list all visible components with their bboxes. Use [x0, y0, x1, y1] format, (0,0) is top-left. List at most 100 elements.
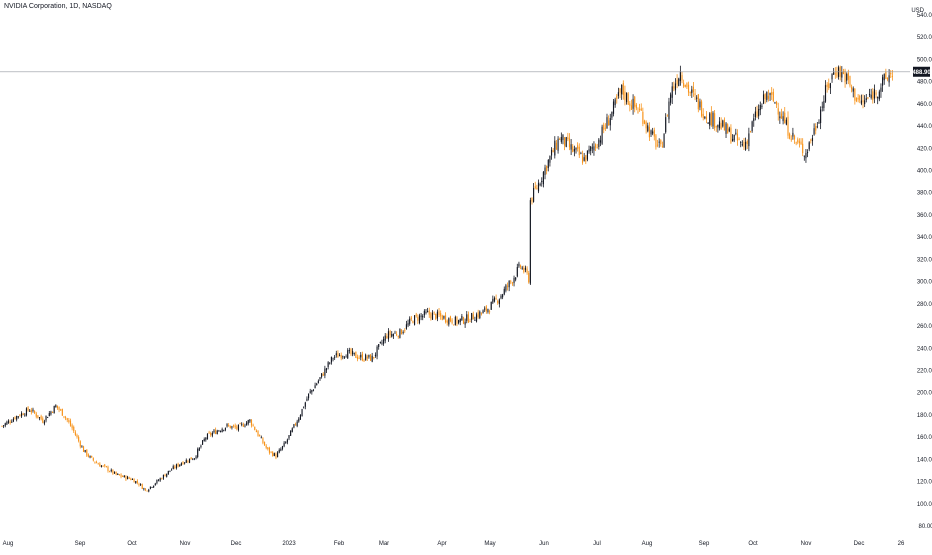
- candle-body: [162, 474, 165, 479]
- candle-body: [117, 473, 119, 475]
- candle-body: [714, 113, 716, 128]
- candle-body: [135, 481, 137, 484]
- candle-body: [407, 323, 409, 326]
- candle-body: [740, 142, 742, 144]
- symbol-title: NVIDIA Corporation, 1D, NASDAQ: [4, 3, 112, 10]
- candle-body: [818, 122, 820, 124]
- time-tick-label: Dec: [854, 541, 865, 547]
- candle-body: [621, 84, 623, 95]
- candle-body: [674, 83, 677, 91]
- candle-body: [242, 424, 244, 427]
- candle-body: [599, 140, 602, 143]
- candle-body: [475, 314, 478, 322]
- candle-body: [247, 420, 249, 424]
- candle-body: [676, 79, 678, 85]
- candle-body: [387, 331, 390, 340]
- candle-series: [1, 65, 893, 493]
- candle-body: [580, 153, 582, 155]
- candle-body: [391, 334, 393, 337]
- candle-body: [56, 405, 59, 408]
- candle-body: [802, 143, 804, 154]
- price-tick-label: 180.00: [917, 413, 932, 419]
- candle-body: [244, 425, 246, 427]
- candle-body: [663, 133, 665, 148]
- candle-body: [679, 71, 681, 82]
- price-tick-label: 280.00: [917, 302, 932, 308]
- candle-body: [99, 463, 101, 467]
- candle-body: [650, 130, 652, 135]
- candle-body: [193, 458, 195, 460]
- candle-body: [458, 320, 460, 324]
- candle-body: [528, 273, 530, 283]
- candle-body: [808, 142, 810, 150]
- candle-body: [878, 91, 880, 100]
- candle-body: [74, 432, 76, 435]
- candle-body: [197, 449, 199, 458]
- candle-body: [774, 102, 776, 104]
- candle-body: [115, 471, 117, 475]
- candle-body: [153, 485, 155, 488]
- candle-body: [48, 413, 50, 417]
- candle-body: [14, 417, 16, 420]
- candle-body: [368, 354, 370, 358]
- time-axis[interactable]: Aug Sep Oct Nov Dec 2023 Feb Mar Apr May Jun Jul Aug…: [3, 541, 905, 547]
- candle-body: [102, 465, 104, 467]
- candle-body: [803, 155, 805, 157]
- candle-body: [523, 267, 525, 273]
- candle-body: [733, 134, 735, 141]
- candle-body: [268, 447, 271, 453]
- candle-body: [107, 466, 109, 471]
- candle-body: [505, 285, 507, 291]
- candle-body: [394, 332, 396, 334]
- price-tick-label: 440.00: [917, 124, 932, 130]
- candle-body: [503, 288, 505, 295]
- candle-body: [428, 310, 430, 315]
- candle-body: [854, 88, 856, 101]
- candle-body: [216, 430, 218, 435]
- candle-body: [371, 355, 373, 362]
- currency-label[interactable]: USD: [911, 8, 924, 14]
- candle-body: [55, 405, 57, 408]
- candle-body: [381, 342, 383, 344]
- candle-body: [40, 416, 42, 420]
- candle-body: [612, 101, 615, 114]
- candle-body: [281, 446, 284, 449]
- candle-body: [771, 92, 773, 95]
- time-tick-label: Jun: [539, 541, 549, 547]
- candle-body: [482, 310, 484, 314]
- candle-body: [565, 137, 567, 147]
- candle-body: [694, 93, 696, 96]
- candle-body: [891, 75, 893, 77]
- candle-body: [51, 411, 54, 413]
- candle-body: [784, 112, 786, 124]
- candle-body: [422, 315, 424, 318]
- candle-body: [762, 94, 765, 104]
- candle-body: [484, 308, 486, 310]
- candle-body: [668, 101, 670, 120]
- candle-body: [373, 356, 375, 358]
- candle-body: [131, 478, 134, 480]
- candle-body: [630, 105, 633, 110]
- candle-body: [402, 332, 404, 334]
- candle-body: [593, 146, 595, 151]
- candle-body: [125, 475, 127, 480]
- price-axis[interactable]: 80.00 100.00 120.00 140.00 160.00 180.00 200.0…: [912, 13, 932, 530]
- candle-body: [689, 92, 691, 94]
- candle-body: [699, 101, 701, 108]
- candle-body: [325, 368, 328, 371]
- candle-body: [643, 120, 646, 124]
- candle-body: [645, 121, 647, 129]
- candle-body: [603, 124, 605, 130]
- candle-body: [221, 429, 223, 433]
- candle-body: [215, 429, 217, 434]
- candle-body: [246, 422, 248, 426]
- candle-body: [518, 263, 520, 267]
- candle-body: [140, 484, 142, 486]
- time-tick-label: Dec: [231, 541, 242, 547]
- candle-body: [859, 95, 861, 101]
- candle-body: [846, 73, 848, 81]
- candle-body: [43, 421, 45, 424]
- candle-body: [208, 432, 210, 434]
